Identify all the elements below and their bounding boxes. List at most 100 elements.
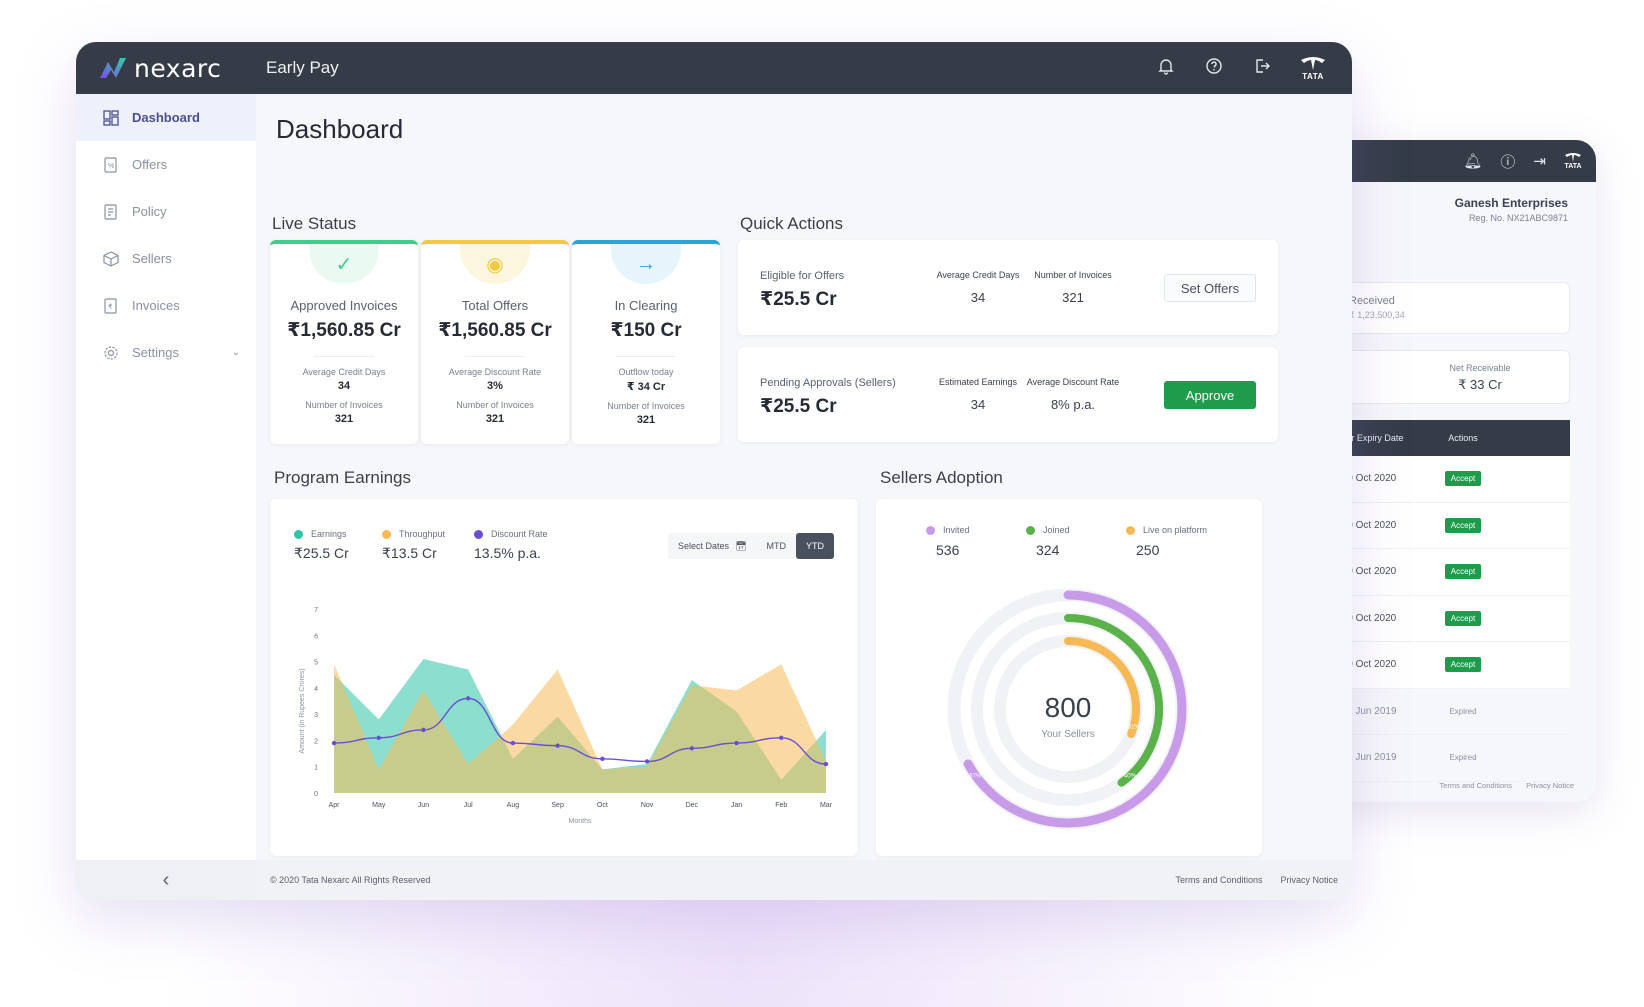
tata-wordmark: TATA xyxy=(1302,71,1324,81)
sellers-adoption-title: Sellers Adoption xyxy=(880,468,1003,487)
sidebar-item-invoices[interactable]: ₹ Invoices xyxy=(76,282,256,329)
offer-expiry-date: 21 Jun 2019 xyxy=(1341,752,1397,764)
sidebar-item-label: Dashboard xyxy=(132,110,200,125)
sub-metric-value: 34 xyxy=(337,380,351,392)
sidebar-item-dashboard[interactable]: Dashboard xyxy=(76,94,256,141)
expired-label: Expired xyxy=(1449,706,1477,716)
ring-joined[interactable] xyxy=(1064,614,1163,787)
legend-swatch xyxy=(294,529,303,539)
set-offers-button[interactable]: Set Offers xyxy=(1164,274,1256,302)
data-point[interactable] xyxy=(734,740,739,746)
legend-item-discount-rate: Discount Rate 13.5% p.a. xyxy=(474,529,548,561)
x-tick-label: Jul xyxy=(464,802,473,809)
live-status-card: ✓ Approved Invoices ₹1,560.85 Cr Average Cr… xyxy=(270,240,418,444)
ytd-button[interactable]: YTD xyxy=(796,533,834,559)
total-sellers-label: Your Sellers xyxy=(1041,729,1095,740)
metric-value: 34 xyxy=(970,290,986,305)
accept-button[interactable]: Accept xyxy=(1444,610,1482,626)
quick-action-card: Pending Approvals (Sellers) ₹25.5 Cr Estim… xyxy=(738,347,1278,442)
sidebar-item-sellers[interactable]: Sellers xyxy=(76,235,256,282)
legend-label: Discount Rate xyxy=(491,529,548,539)
help-icon[interactable] xyxy=(1204,57,1224,80)
quick-action-card: Eligible for Offers ₹25.5 Cr Average Credi… xyxy=(738,240,1278,335)
program-earnings-title: Program Earnings xyxy=(274,468,412,487)
metric-label: Average Credit Days xyxy=(936,270,1020,280)
bell-icon[interactable]: 🔔︎ xyxy=(1463,153,1483,170)
terms-link[interactable]: Terms and Conditions xyxy=(1175,875,1263,885)
card-value: ₹1,560.85 Cr xyxy=(287,320,401,341)
accept-button[interactable]: Accept xyxy=(1444,517,1482,533)
ring-invited[interactable] xyxy=(963,590,1187,828)
svg-text:%: % xyxy=(108,163,114,170)
calendar-icon: 📅︎ xyxy=(735,540,747,551)
legend-swatch xyxy=(926,525,935,535)
dashboard-icon xyxy=(102,109,120,127)
card-value: ₹1,560.85 Cr xyxy=(438,320,552,341)
company-info: Ganesh Enterprises Reg. No. NX21ABC9871 xyxy=(1280,182,1596,223)
privacy-link[interactable]: Privacy Notice xyxy=(1526,781,1574,790)
sidebar-item-policy[interactable]: Policy xyxy=(76,188,256,235)
quick-action-value: ₹25.5 Cr xyxy=(760,396,837,417)
sellers-icon xyxy=(102,250,120,268)
settings-icon xyxy=(102,344,120,362)
sidebar-item-settings[interactable]: Settings ⌄ xyxy=(76,329,256,376)
data-point[interactable] xyxy=(376,735,381,740)
data-point[interactable] xyxy=(510,740,516,746)
divider xyxy=(616,356,676,357)
select-dates-button[interactable]: Select Dates 📅︎ xyxy=(668,533,756,559)
sidebar-item-label: Sellers xyxy=(132,251,172,266)
received-label: Received xyxy=(1349,295,1395,307)
row-actions: Accept xyxy=(1428,517,1498,533)
data-point[interactable] xyxy=(600,756,605,762)
privacy-link[interactable]: Privacy Notice xyxy=(1280,875,1338,885)
data-point[interactable] xyxy=(779,735,784,740)
logout-icon[interactable] xyxy=(1252,57,1272,80)
data-point[interactable] xyxy=(689,746,695,751)
terms-link[interactable]: Terms and Conditions xyxy=(1439,781,1513,790)
offer-expiry-date: 10 Oct 2020 xyxy=(1341,473,1397,485)
legend-row: Invited xyxy=(926,525,970,535)
offer-expiry-date: 10 Oct 2020 xyxy=(1341,566,1397,578)
net-receivable-value: ₹ 33 Cr xyxy=(1458,377,1502,392)
app-name: Early Pay xyxy=(266,58,339,77)
x-tick-label: Aug xyxy=(507,802,520,809)
accept-button[interactable]: Accept xyxy=(1444,471,1482,487)
data-point[interactable] xyxy=(644,759,650,764)
data-point[interactable] xyxy=(331,740,337,746)
sub-metric-label: Average Credit Days xyxy=(302,367,386,377)
quick-action-value: ₹25.5 Cr xyxy=(760,289,837,310)
sidebar-item-offers[interactable]: % Offers xyxy=(76,141,256,188)
ring-live-on-platform[interactable] xyxy=(1064,637,1140,739)
data-point[interactable] xyxy=(421,727,426,733)
card-label: Approved Invoices xyxy=(290,298,398,313)
target-icon: ◉ xyxy=(460,244,530,284)
accept-button[interactable]: Accept xyxy=(1444,564,1482,580)
divider xyxy=(314,356,374,357)
legend-swatch xyxy=(1126,525,1135,535)
collapse-sidebar-button[interactable]: ‹ xyxy=(76,860,256,900)
x-tick-label: Jan xyxy=(731,802,742,809)
data-point[interactable] xyxy=(465,696,471,701)
top-actions: TATA xyxy=(1156,56,1326,81)
bell-icon[interactable] xyxy=(1156,57,1176,80)
legend-item-invited: Invited 536 xyxy=(926,525,970,558)
logout-icon[interactable]: ⇥ xyxy=(1533,153,1546,170)
metric-value: 8% p.a. xyxy=(1050,397,1096,412)
legend-item-joined: Joined 324 xyxy=(1026,525,1070,558)
mtd-button[interactable]: MTD xyxy=(766,541,787,551)
legend-row: Discount Rate xyxy=(474,529,548,539)
legend-label: Joined xyxy=(1043,525,1070,535)
help-icon[interactable]: ⓘ xyxy=(1500,153,1516,171)
card-label: In Clearing xyxy=(614,298,678,313)
x-tick-label: Oct xyxy=(597,802,608,809)
legend-row: Joined xyxy=(1026,525,1070,535)
offer-expiry-date: 21 Jun 2019 xyxy=(1341,705,1397,717)
accept-button[interactable]: Accept xyxy=(1444,657,1482,673)
data-point[interactable] xyxy=(823,761,829,767)
y-tick-label: 6 xyxy=(314,633,318,640)
nexarc-logo[interactable]: nexarc xyxy=(98,54,260,83)
sub-metric-value: 321 xyxy=(636,414,656,426)
data-point[interactable] xyxy=(555,743,560,748)
approve-button[interactable]: Approve xyxy=(1164,381,1256,409)
